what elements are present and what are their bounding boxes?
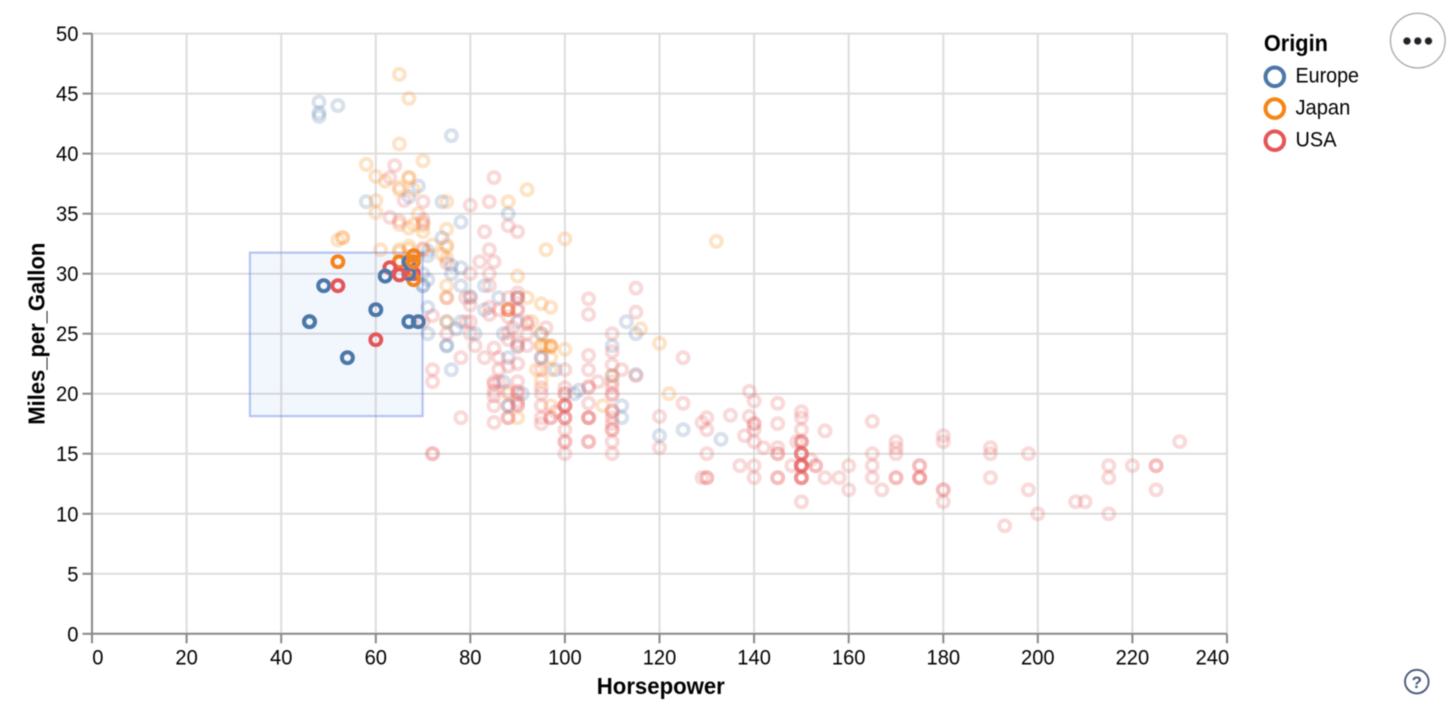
svg-text:160: 160: [832, 647, 866, 670]
svg-text:200: 200: [1021, 647, 1055, 670]
svg-text:140: 140: [737, 647, 771, 670]
svg-text:25: 25: [56, 323, 78, 346]
svg-text:15: 15: [56, 443, 78, 466]
svg-text:0: 0: [67, 623, 78, 646]
svg-text:Horsepower: Horsepower: [597, 673, 725, 699]
svg-text:Origin: Origin: [1264, 30, 1328, 56]
svg-text:50: 50: [56, 23, 78, 46]
svg-text:40: 40: [56, 143, 78, 166]
svg-text:30: 30: [56, 263, 78, 286]
svg-text:Miles_per_Gallon: Miles_per_Gallon: [24, 243, 50, 425]
svg-text:80: 80: [459, 647, 481, 670]
svg-text:5: 5: [67, 563, 78, 586]
svg-text:40: 40: [270, 647, 292, 670]
svg-text:60: 60: [365, 647, 387, 670]
svg-text:35: 35: [56, 203, 78, 226]
svg-text:180: 180: [927, 647, 961, 670]
svg-text:100: 100: [548, 647, 582, 670]
svg-text:20: 20: [56, 383, 78, 406]
svg-text:0: 0: [92, 647, 103, 670]
svg-text:?: ?: [1412, 673, 1422, 692]
svg-text:220: 220: [1116, 647, 1150, 670]
svg-text:Europe: Europe: [1296, 65, 1360, 88]
svg-text:Japan: Japan: [1296, 96, 1351, 119]
svg-text:10: 10: [56, 503, 78, 526]
svg-text:120: 120: [643, 647, 677, 670]
svg-text:USA: USA: [1296, 128, 1337, 151]
svg-text:45: 45: [56, 83, 78, 106]
svg-text:240: 240: [1196, 647, 1230, 670]
svg-text:20: 20: [175, 647, 197, 670]
